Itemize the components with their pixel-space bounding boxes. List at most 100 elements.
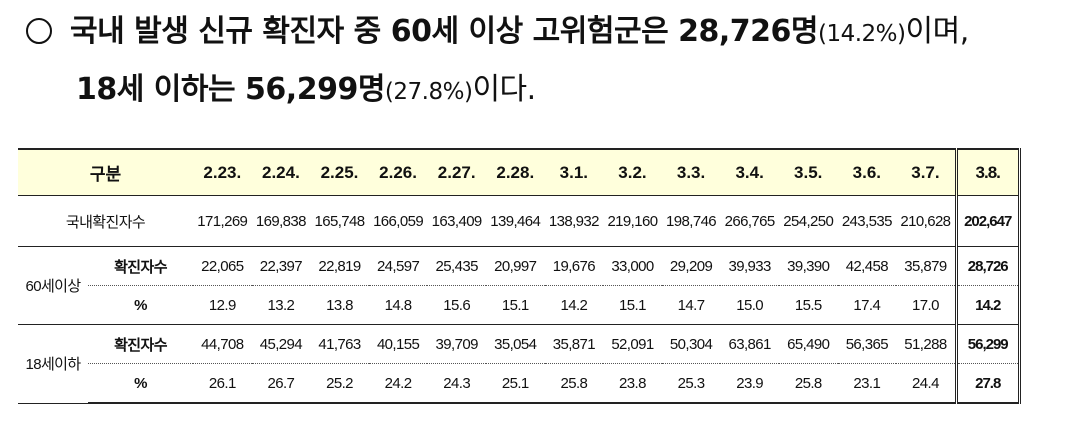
g18-count-cell: 56,365 bbox=[837, 324, 897, 364]
g60-pct-cell: 14.8 bbox=[368, 285, 428, 325]
g60-pct-cell: 15.1 bbox=[603, 285, 662, 325]
g60-pct-cell: 14.7 bbox=[661, 285, 721, 325]
g18-count-cell: 65,490 bbox=[778, 324, 838, 364]
g60-pct-cell: 15.1 bbox=[485, 285, 545, 325]
header-date-cell: 2.26. bbox=[368, 149, 428, 196]
g18-pct-cell: 25.2 bbox=[310, 363, 369, 404]
g60-count-cell: 24,597 bbox=[368, 246, 428, 286]
g60-pct-cell: 12.9 bbox=[193, 285, 252, 325]
g18-pct-cell: 26.1 bbox=[193, 363, 252, 404]
total-label-cell: 국내확진자수 bbox=[18, 195, 193, 247]
total-value-cell: 210,628 bbox=[896, 195, 957, 247]
g60-count-cell: 25,435 bbox=[427, 246, 486, 286]
header-date-cell: 2.28. bbox=[485, 149, 545, 196]
g60-pct-last-cell: 14.2 bbox=[954, 285, 1021, 325]
g60-pct-cell: 15.6 bbox=[427, 285, 486, 325]
g18-count-cell: 51,288 bbox=[896, 324, 957, 364]
header-date-cell: 3.2. bbox=[603, 149, 662, 196]
group-18-label-cell: 18세이하 bbox=[18, 324, 88, 404]
g18-pct-cell: 23.9 bbox=[720, 363, 779, 404]
g60-pct-cell: 13.2 bbox=[251, 285, 311, 325]
total-last-cell: 202,647 bbox=[954, 195, 1021, 247]
header-date-cell: 3.5. bbox=[778, 149, 838, 196]
g18-count-cell: 39,709 bbox=[427, 324, 486, 364]
g18-pct-cell: 25.3 bbox=[661, 363, 721, 404]
g60-count-cell: 20,997 bbox=[485, 246, 545, 286]
g60-pct-cell: 15.0 bbox=[720, 285, 779, 325]
g60-pct-cell: 17.4 bbox=[837, 285, 897, 325]
line1-text-f: 이며, bbox=[905, 14, 970, 49]
g60-pct-cell: 17.0 bbox=[896, 285, 957, 325]
total-value-cell: 254,250 bbox=[778, 195, 838, 247]
table-row-total: 국내확진자수 171,269 169,838 165,748 166,059 1… bbox=[18, 195, 1021, 247]
total-value-cell: 139,464 bbox=[485, 195, 545, 247]
g18-pct-cell: 25.1 bbox=[485, 363, 545, 404]
line2-text-b: 세 이하는 bbox=[116, 72, 246, 107]
g18-count-cell: 63,861 bbox=[720, 324, 779, 364]
g60-pct-cell: 13.8 bbox=[310, 285, 369, 325]
table-header-row: 구분 2.23. 2.24. 2.25. 2.26. 2.27. 2.28. 3… bbox=[18, 149, 1021, 196]
header-date-cell: 3.6. bbox=[837, 149, 897, 196]
line2-text-d: (27.8%) bbox=[384, 79, 473, 105]
header-last-date-cell: 3.8. bbox=[954, 149, 1021, 196]
g18-count-cell: 44,708 bbox=[193, 324, 252, 364]
total-value-cell: 165,748 bbox=[310, 195, 369, 247]
table-row-60-pct: % 12.9 13.2 13.8 14.8 15.6 15.1 14.2 15.… bbox=[18, 285, 1021, 325]
header-category-cell: 구분 bbox=[18, 149, 193, 196]
line1-text-a: 국내 발생 신규 확진자 중 bbox=[70, 14, 391, 49]
g18-count-cell: 35,871 bbox=[544, 324, 604, 364]
g18-count-cell: 35,054 bbox=[485, 324, 545, 364]
header-date-cell: 3.1. bbox=[544, 149, 604, 196]
total-value-cell: 166,059 bbox=[368, 195, 428, 247]
age-group-cases-table: 구분 2.23. 2.24. 2.25. 2.26. 2.27. 2.28. 3… bbox=[18, 148, 1021, 404]
g60-count-cell: 39,390 bbox=[778, 246, 838, 286]
header-date-cell: 2.25. bbox=[310, 149, 369, 196]
table-row-18-count: 18세이하 확진자수 44,708 45,294 41,763 40,155 3… bbox=[18, 324, 1021, 404]
g18-pct-cell: 24.3 bbox=[427, 363, 486, 404]
total-value-cell: 198,746 bbox=[661, 195, 721, 247]
g60-count-last-cell: 28,726 bbox=[954, 246, 1021, 286]
total-value-cell: 138,932 bbox=[544, 195, 604, 247]
total-value-cell: 266,765 bbox=[720, 195, 779, 247]
g18-count-last-cell: 56,299 bbox=[954, 324, 1021, 364]
g18-count-cell: 45,294 bbox=[251, 324, 311, 364]
g18-pct-cell: 23.1 bbox=[837, 363, 897, 404]
line2-text-a: 18 bbox=[76, 72, 117, 107]
g60-count-cell: 19,676 bbox=[544, 246, 604, 286]
g60-count-cell: 33,000 bbox=[603, 246, 662, 286]
group-60-label-cell: 60세이상 bbox=[18, 246, 88, 325]
row-pct-label-cell: % bbox=[88, 285, 193, 325]
g18-count-cell: 41,763 bbox=[310, 324, 369, 364]
g18-count-cell: 52,091 bbox=[603, 324, 662, 364]
line2-text-e: 이다. bbox=[472, 72, 536, 107]
g60-pct-cell: 15.5 bbox=[778, 285, 838, 325]
total-value-cell: 169,838 bbox=[251, 195, 311, 247]
g18-pct-cell: 25.8 bbox=[544, 363, 604, 404]
line1-text-c: 세 이상 고위험군은 bbox=[431, 14, 679, 49]
header-date-cell: 2.27. bbox=[427, 149, 486, 196]
g18-pct-cell: 24.2 bbox=[368, 363, 428, 404]
g60-count-cell: 22,065 bbox=[193, 246, 252, 286]
total-value-cell: 171,269 bbox=[193, 195, 252, 247]
header-date-cell: 3.7. bbox=[896, 149, 957, 196]
g18-pct-cell: 24.4 bbox=[896, 363, 957, 404]
table-row-60-count: 60세이상 확진자수 22,065 22,397 22,819 24,597 2… bbox=[18, 246, 1021, 325]
header-date-cell: 2.24. bbox=[251, 149, 311, 196]
g18-pct-last-cell: 27.8 bbox=[954, 363, 1021, 404]
g18-count-cell: 40,155 bbox=[368, 324, 428, 364]
g60-count-cell: 35,879 bbox=[896, 246, 957, 286]
g60-count-cell: 42,458 bbox=[837, 246, 897, 286]
row-count-label-cell: 확진자수 bbox=[88, 324, 193, 364]
header-date-cell: 3.4. bbox=[720, 149, 779, 196]
line2-text-c: 56,299명 bbox=[245, 72, 385, 107]
total-value-cell: 243,535 bbox=[837, 195, 897, 247]
header-date-cell: 2.23. bbox=[193, 149, 252, 196]
g18-pct-cell: 26.7 bbox=[251, 363, 311, 404]
header-date-cell: 3.3. bbox=[661, 149, 721, 196]
total-value-cell: 163,409 bbox=[427, 195, 486, 247]
g60-count-cell: 29,209 bbox=[661, 246, 721, 286]
summary-line-1: 국내 발생 신규 확진자 중 60세 이상 고위험군은 28,726명(14.2… bbox=[26, 12, 969, 54]
bullet-circle-icon bbox=[26, 18, 52, 44]
g18-count-cell: 50,304 bbox=[661, 324, 721, 364]
g60-pct-cell: 14.2 bbox=[544, 285, 604, 325]
